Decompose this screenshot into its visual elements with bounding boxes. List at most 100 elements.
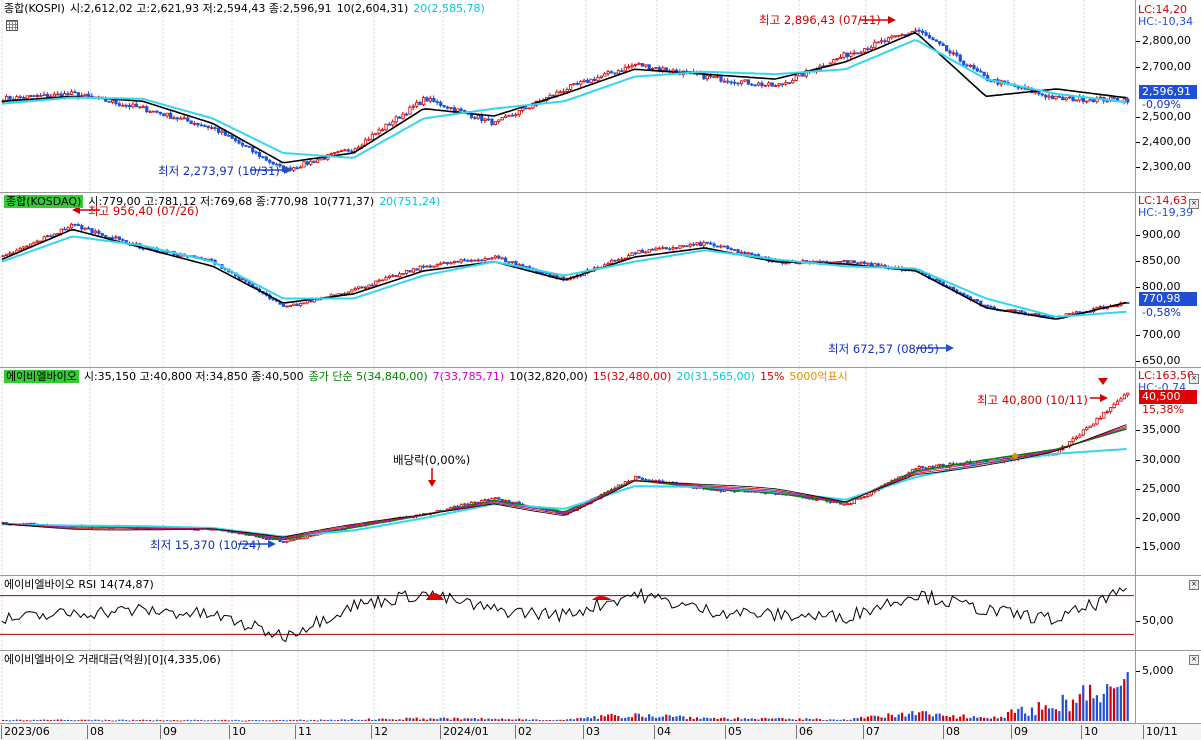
- candle-body: [302, 161, 306, 168]
- kospi-low-note: 최저 2,273,97 (10/31): [158, 164, 280, 178]
- volume-bar: [918, 712, 921, 721]
- kosdaq-plot-area[interactable]: 종합(KOSDAQ) 시:779,00 고:781,12 저:769,68 종:7…: [0, 193, 1136, 367]
- candle-body: [459, 259, 463, 263]
- volume-bar: [754, 718, 757, 721]
- rsi-plot-area[interactable]: 에이비엘바이오 RSI 14(74,87): [0, 576, 1136, 650]
- kosdaq-price-axis[interactable]: LC:14,63 HC:-19,39 900,00 850,00 800,00 …: [1136, 193, 1201, 367]
- volume-bar: [360, 719, 364, 721]
- candle-body: [1109, 407, 1113, 412]
- volume-bar: [952, 715, 955, 721]
- stock-plot-area[interactable]: 에이비엘바이오 시:35,150 고:40,800 저:34,850 종:40,5…: [0, 368, 1136, 575]
- stock-name[interactable]: 에이비엘바이오: [4, 370, 79, 383]
- candle-body: [1068, 313, 1072, 315]
- candle-body: [73, 223, 77, 226]
- candle-body: [384, 123, 388, 131]
- candle-body: [237, 140, 241, 144]
- candle-body: [637, 475, 641, 479]
- candle-body: [736, 82, 740, 85]
- volume-bar: [272, 720, 275, 722]
- volume-bar: [251, 720, 254, 722]
- candle-body: [425, 97, 429, 102]
- volume-bar: [859, 716, 863, 721]
- kosdaq-panel[interactable]: 종합(KOSDAQ) 시:779,00 고:781,12 저:769,68 종:7…: [0, 193, 1201, 368]
- stock-candlestick-chart[interactable]: [0, 368, 1136, 575]
- volume-bar: [743, 718, 746, 721]
- grid-icon[interactable]: [6, 20, 18, 31]
- volume-bar-chart[interactable]: [0, 651, 1136, 723]
- volume-bar: [518, 718, 521, 721]
- candle-body: [131, 103, 135, 108]
- stock-ma7-legend: 7(33,785,71): [432, 370, 505, 383]
- volume-bar: [1030, 707, 1034, 721]
- kospi-panel[interactable]: 종합(KOSPI) 시:2,612,02 고:2,621,93 저:2,594,4…: [0, 0, 1201, 193]
- candle-body: [890, 35, 894, 39]
- candle-body: [401, 113, 405, 119]
- kospi-plot-area[interactable]: 종합(KOSPI) 시:2,612,02 고:2,621,93 저:2,594,4…: [0, 0, 1136, 192]
- candle-body: [490, 257, 494, 260]
- volume-bar: [56, 719, 59, 721]
- volume-bar: [1051, 708, 1054, 721]
- volume-bar: [138, 719, 141, 721]
- candle-body: [473, 259, 477, 262]
- volume-bar: [764, 717, 767, 721]
- date-label: 03: [583, 725, 600, 739]
- volume-bar: [890, 714, 893, 721]
- rsi-panel[interactable]: 에이비엘바이오 RSI 14(74,87) 50,00 ×: [0, 576, 1201, 651]
- volume-bar: [935, 713, 938, 721]
- volume-plot-area[interactable]: 에이비엘바이오 거래대금(억원)[0](4,335,06): [0, 651, 1136, 723]
- volume-bar: [942, 715, 945, 721]
- candle-body: [962, 292, 966, 296]
- kosdaq-close-icon[interactable]: ×: [1189, 199, 1199, 209]
- candle-body: [445, 262, 450, 265]
- volume-bar: [340, 719, 343, 721]
- volume-bar: [398, 719, 401, 721]
- volume-bar: [442, 717, 446, 721]
- volume-bar: [897, 714, 900, 721]
- volume-bar: [1061, 694, 1064, 721]
- volume-bar: [63, 720, 66, 722]
- candle-body: [124, 104, 128, 107]
- kosdaq-name[interactable]: 종합(KOSDAQ): [4, 195, 84, 208]
- volume-bar: [822, 720, 825, 722]
- volume-bar: [313, 719, 316, 721]
- candle-body: [428, 97, 433, 102]
- volume-panel[interactable]: 에이비엘바이오 거래대금(억원)[0](4,335,06) 5,000 ×: [0, 651, 1201, 723]
- date-axis[interactable]: 2023/06 08 09 10 11 12 2024/01 02 03 04 …: [0, 723, 1201, 740]
- kospi-price-axis[interactable]: LC:14,20 HC:-10,34 2,800,00 2,700,00 2,5…: [1136, 0, 1201, 192]
- candle-body: [504, 257, 508, 263]
- volume-close-icon[interactable]: ×: [1189, 655, 1199, 665]
- candle-body: [873, 41, 877, 48]
- candle-body: [377, 129, 381, 134]
- stock-price-axis[interactable]: LC:163,50 HC:-0,74 40,500 15,38% 35,000 …: [1136, 368, 1201, 575]
- stock-panel[interactable]: 에이비엘바이오 시:35,150 고:40,800 저:34,850 종:40,5…: [0, 368, 1201, 576]
- candle-body: [661, 67, 665, 71]
- candle-body: [18, 247, 22, 251]
- date-label: 2024/01: [440, 725, 489, 739]
- rsi-close-icon[interactable]: ×: [1189, 580, 1199, 590]
- kosdaq-candlestick-chart[interactable]: [0, 193, 1136, 367]
- rsi-line-chart[interactable]: [0, 576, 1136, 650]
- kospi-name[interactable]: 종합(KOSPI): [4, 2, 65, 15]
- candle-body: [845, 52, 850, 57]
- candle-body: [620, 258, 624, 261]
- candle-body: [914, 468, 918, 471]
- candle-body: [428, 265, 433, 268]
- candle-body: [569, 84, 573, 90]
- volume-bar: [1041, 709, 1044, 721]
- stock-tick: 20,000: [1136, 511, 1181, 524]
- candle-body: [295, 538, 299, 540]
- candle-body: [69, 223, 74, 229]
- candle-body: [551, 94, 556, 97]
- kospi-candlestick-chart[interactable]: [0, 0, 1136, 192]
- candle-body: [186, 117, 190, 122]
- volume-bar: [323, 719, 326, 721]
- stock-close-icon[interactable]: ×: [1189, 374, 1199, 384]
- volume-bar: [186, 719, 189, 721]
- volume-bar: [596, 718, 599, 721]
- volume-axis[interactable]: 5,000: [1136, 651, 1201, 723]
- volume-bar: [1068, 711, 1071, 721]
- rsi-axis[interactable]: 50,00: [1136, 576, 1201, 650]
- volume-bar: [671, 717, 675, 721]
- candle-body: [93, 230, 98, 234]
- candle-body: [363, 286, 368, 289]
